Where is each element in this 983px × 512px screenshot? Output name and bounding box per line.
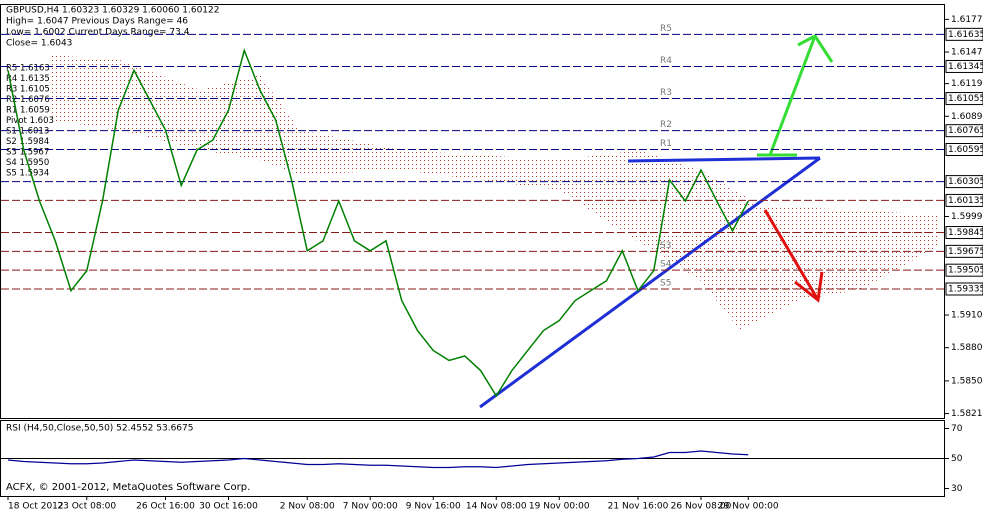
down-arrow-head <box>794 271 824 303</box>
level-name: S4 <box>660 260 672 270</box>
level-box <box>945 175 983 189</box>
level-name: S3 <box>660 241 671 251</box>
x-tick-label: 26 Oct 16:00 <box>136 502 195 512</box>
rsi-tick-label: 70 <box>951 424 963 434</box>
pivot-legend: S2 1.5984 <box>6 137 49 147</box>
x-tick-label: 21 Nov 16:00 <box>608 502 669 512</box>
y-tick-label: 1.58505 <box>951 376 983 386</box>
x-tick-label: 14 Nov 08:00 <box>466 502 527 512</box>
level-label: 1.59845 <box>948 228 983 238</box>
y-tick-label: 1.59990 <box>951 212 983 222</box>
pivot-legend: R5 1.6163 <box>6 64 50 74</box>
level-label: 1.60305 <box>948 177 983 187</box>
level-label: 1.59335 <box>948 285 983 295</box>
pivot-legend: S1 1.6013 <box>6 127 49 137</box>
pivot-legend: R1 1.6059 <box>6 106 50 116</box>
resistance-line <box>627 156 821 163</box>
level-box <box>945 92 983 106</box>
pivot-legend: S5 1.5934 <box>6 169 49 179</box>
level-label: 1.61055 <box>948 94 983 104</box>
rsi-tick-label: 30 <box>951 484 963 494</box>
y-tick-label: 1.59100 <box>951 311 983 321</box>
rsi-tick-label: 50 <box>951 454 963 464</box>
x-tick-label: 7 Nov 00:00 <box>343 502 398 512</box>
x-tick-label: 23 Oct 08:00 <box>57 502 116 512</box>
main-frame <box>0 4 945 419</box>
level-label: 1.59505 <box>948 266 983 276</box>
level-box <box>945 282 983 296</box>
level-box <box>945 27 983 41</box>
level-box <box>945 226 983 240</box>
y-tick-label: 1.61770 <box>951 15 983 25</box>
level-name: S5 <box>660 279 671 289</box>
level-box <box>945 263 983 277</box>
level-label: 1.60135 <box>948 196 983 206</box>
level-box <box>945 59 983 73</box>
footer: ACFX, © 2001-2012, MetaQuotes Software C… <box>6 482 250 493</box>
x-tick-label: 18 Oct 2012 <box>8 502 64 512</box>
level-box <box>945 193 983 207</box>
up-arrow <box>768 35 817 156</box>
level-name: R1 <box>660 139 672 149</box>
price-line <box>7 450 749 469</box>
x-tick-label: 2 Nov 08:00 <box>280 502 335 512</box>
info-line: Low= 1.6002 Current Days Range= 73.4 <box>6 28 190 38</box>
x-tick-label: 26 Nov 08:00 <box>671 502 732 512</box>
x-tick-label: 30 Oct 16:00 <box>199 502 258 512</box>
pivot-legend: R4 1.6135 <box>6 74 50 84</box>
level-label: 1.60765 <box>948 126 983 136</box>
y-tick-label: 1.60895 <box>951 112 983 122</box>
level-name: R5 <box>660 24 672 34</box>
pivot-legend: S3 1.5967 <box>6 148 49 158</box>
level-box <box>945 142 983 156</box>
ichimoku-cloud <box>50 55 940 330</box>
y-tick-label: 1.61190 <box>951 79 983 89</box>
pivot-legend: R2 1.6076 <box>6 95 50 105</box>
level-box <box>945 244 983 258</box>
y-tick-label: 1.58805 <box>951 343 983 353</box>
info-line: Close= 1.6043 <box>6 39 72 49</box>
x-tick-label: 9 Nov 16:00 <box>406 502 461 512</box>
price-line <box>7 47 749 398</box>
level-name: R2 <box>660 120 672 130</box>
pivot-legend: Pivot 1.603 <box>6 116 54 126</box>
down-arrow <box>763 209 820 301</box>
x-tick-label: 29 Nov 00:00 <box>718 502 779 512</box>
level-label: 1.61345 <box>948 62 983 72</box>
trend-line <box>479 156 821 409</box>
level-box <box>945 124 983 138</box>
pivot-legend: R3 1.6105 <box>6 85 50 95</box>
x-tick-label: 19 Nov 00:00 <box>529 502 590 512</box>
level-label: 1.59675 <box>948 247 983 257</box>
level-label: 1.61635 <box>948 30 983 40</box>
y-tick-label: 1.61475 <box>951 48 983 58</box>
up-arrow-head <box>797 34 834 63</box>
chart-title: GBPUSD,H4 1.60323 1.60329 1.60060 1.6012… <box>6 6 219 16</box>
level-name: R4 <box>660 56 672 66</box>
y-tick-label: 1.58210 <box>951 409 983 419</box>
rsi-title: RSI (H4,50,Close,50,50) 52.4552 53.6675 <box>6 424 193 434</box>
level-name: R3 <box>660 88 672 98</box>
info-line: High= 1.6047 Previous Days Range= 46 <box>6 17 188 27</box>
level-label: 1.60595 <box>948 145 983 155</box>
